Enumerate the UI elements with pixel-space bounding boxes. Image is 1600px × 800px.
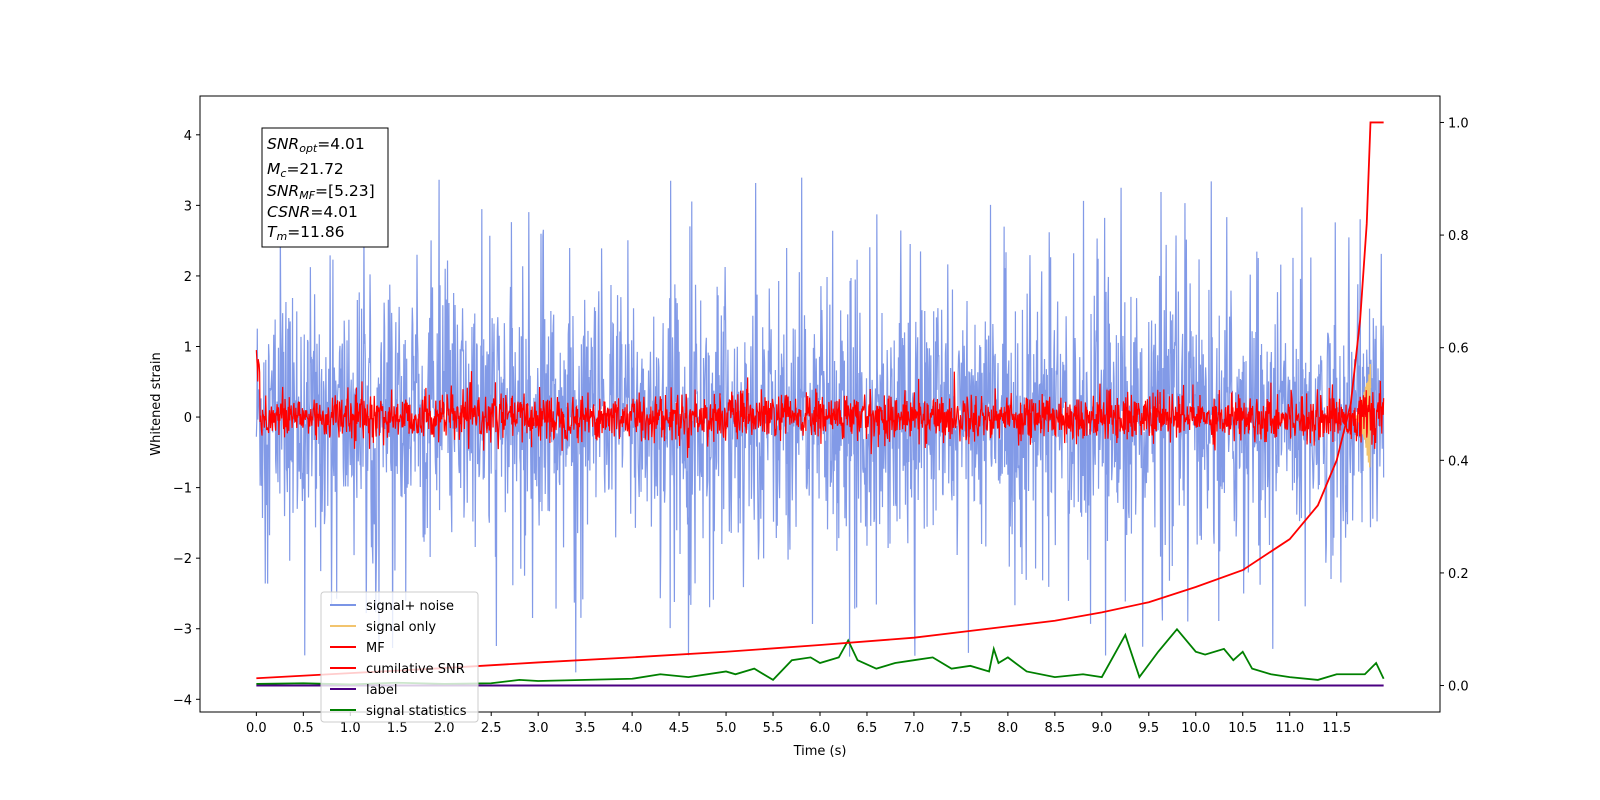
- series-signal-statistics: [256, 627, 1385, 686]
- y2-tick-label: 0.2: [1448, 567, 1469, 582]
- y-tick-label: −3: [173, 623, 192, 638]
- stat-snr-mf: SNRMF=[5.23]: [267, 182, 375, 202]
- series-cumulative-snr: [256, 121, 1384, 680]
- legend: signal+ noise signal only MF cumilative SNR…: [320, 591, 479, 723]
- legend-frame: [320, 591, 479, 723]
- y-tick-label: −2: [173, 552, 192, 567]
- y-tick-label: 1: [184, 340, 192, 355]
- legend-label: label: [366, 683, 397, 698]
- x-tick-label: 8.0: [998, 721, 1019, 736]
- x-tick-label: 2.0: [434, 721, 455, 736]
- y-tick-label: −4: [173, 693, 192, 708]
- stat-tm: Tm=11.86: [267, 223, 345, 243]
- x-tick-label: 7.0: [904, 721, 925, 736]
- stat-snr-opt: SNRopt=4.01: [267, 135, 365, 155]
- x-tick-label: 4.5: [669, 721, 690, 736]
- x-tick-label: 6.5: [857, 721, 878, 736]
- legend-label: signal+ noise: [366, 599, 454, 614]
- y-tick-label: 0: [184, 411, 192, 426]
- x-tick-label: 7.5: [951, 721, 972, 736]
- y2-tick-label: 1.0: [1448, 116, 1469, 131]
- series-mf: [255, 350, 1385, 458]
- x-tick-label: 0.5: [293, 721, 314, 736]
- y-tick-label: 3: [184, 199, 192, 214]
- y-tick-label: 4: [184, 129, 192, 144]
- x-axis-ticks: 0.0 0.5 1.0 1.5 2.0 2.5 3.0 3.5 4.0 4.5 5.0 5.5 6.0 6…: [246, 712, 1351, 736]
- legend-label: signal only: [366, 620, 436, 635]
- y2-tick-label: 0.8: [1448, 229, 1469, 244]
- x-tick-label: 3.0: [528, 721, 549, 736]
- y2-tick-label: 0.4: [1448, 454, 1469, 469]
- x-tick-label: 11.0: [1275, 721, 1304, 736]
- y2-axis-ticks: 0.0 0.2 0.4 0.6 0.8 1.0: [1440, 116, 1469, 695]
- y-axis-ticks: −4 −3 −2 −1 0 1 2 3 4: [173, 129, 200, 708]
- legend-entries: signal+ noise signal only MF cumilative SNR…: [330, 599, 467, 719]
- x-tick-label: 8.5: [1045, 721, 1066, 736]
- legend-label: MF: [366, 641, 385, 656]
- x-tick-label: 6.0: [810, 721, 831, 736]
- legend-label: signal statistics: [366, 704, 467, 719]
- x-tick-label: 1.5: [387, 721, 408, 736]
- x-tick-label: 1.0: [340, 721, 361, 736]
- x-tick-label: 9.5: [1138, 721, 1159, 736]
- x-tick-label: 10.5: [1228, 721, 1257, 736]
- x-tick-label: 2.5: [481, 721, 502, 736]
- y2-tick-label: 0.6: [1448, 342, 1469, 357]
- x-tick-label: 5.0: [716, 721, 737, 736]
- y-tick-label: −1: [173, 482, 192, 497]
- x-tick-label: 4.0: [622, 721, 643, 736]
- stat-csnr: CSNR=4.01: [267, 203, 358, 221]
- y2-tick-label: 0.0: [1448, 680, 1469, 695]
- stats-box: SNRopt=4.01 Mc=21.72 SNRMF=[5.23] CSNR=4…: [261, 127, 389, 248]
- x-tick-label: 0.0: [246, 721, 267, 736]
- x-axis-label: Time (s): [793, 744, 847, 759]
- y-tick-label: 2: [184, 270, 192, 285]
- y-axis-label: Whitened strain: [149, 352, 164, 455]
- stats-box-frame: [261, 127, 389, 248]
- stat-mc: Mc=21.72: [267, 160, 344, 180]
- x-tick-label: 9.0: [1091, 721, 1112, 736]
- x-tick-label: 3.5: [575, 721, 596, 736]
- legend-label: cumilative SNR: [366, 662, 465, 677]
- x-tick-label: 10.0: [1181, 721, 1210, 736]
- x-tick-label: 5.5: [763, 721, 784, 736]
- x-tick-label: 11.5: [1322, 721, 1351, 736]
